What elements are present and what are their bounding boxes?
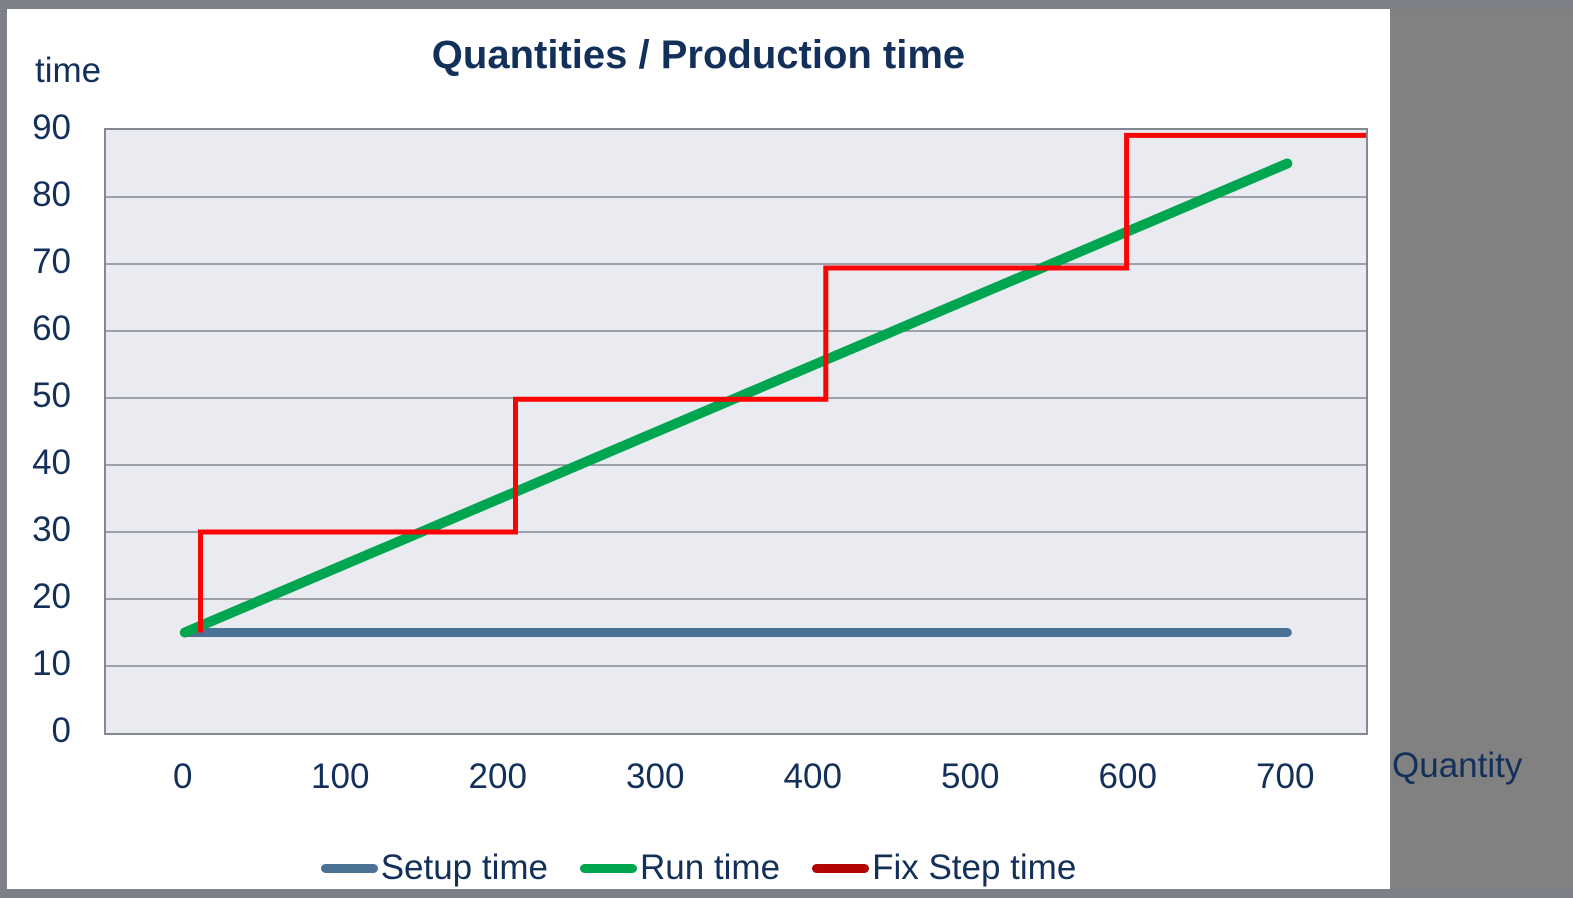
x-tick-label: 700 — [1256, 757, 1315, 796]
legend-item-run-time[interactable]: Run time — [580, 846, 780, 890]
y-tick-label: 40 — [32, 443, 71, 482]
x-tick-label: 300 — [626, 757, 685, 796]
chart-canvas[interactable]: Quantities / Production time time 0 10 20 3… — [7, 9, 1390, 889]
x-tick-label: 600 — [1098, 757, 1157, 796]
y-tick-label: 20 — [32, 577, 71, 616]
y-tick-label: 10 — [32, 644, 71, 683]
x-axis-title: Quantity — [1392, 746, 1523, 785]
legend-swatch-setup-time — [320, 863, 378, 873]
y-axis-title: time — [35, 51, 102, 90]
legend-label: Fix Step time — [872, 848, 1077, 887]
y-tick-label: 90 — [32, 108, 71, 147]
y-tick-label: 50 — [32, 376, 71, 415]
y-tick-label: 60 — [32, 309, 71, 348]
legend-swatch-fix-step-time — [812, 863, 870, 873]
chart-series-svg — [106, 132, 1367, 667]
x-tick-label: 0 — [173, 757, 193, 796]
chart-title: Quantities / Production time — [431, 33, 966, 77]
legend-item-fix-step-time[interactable]: Fix Step time — [812, 846, 1076, 890]
plot-area[interactable] — [104, 128, 1368, 735]
x-tick-label: 500 — [941, 757, 1000, 796]
chart-legend: Setup time Run time Fix Step time — [7, 845, 1390, 891]
y-tick-label: 80 — [32, 175, 71, 214]
series-line-fix-step-time[interactable] — [198, 132, 1367, 633]
background-panel — [1390, 9, 1573, 889]
y-tick-label: 0 — [51, 711, 71, 750]
x-tick-label: 400 — [783, 757, 842, 796]
y-tick-label: 30 — [32, 510, 71, 549]
x-tick-label: 200 — [468, 757, 527, 796]
x-tick-label: 100 — [311, 757, 370, 796]
legend-swatch-run-time — [580, 863, 637, 873]
legend-label: Setup time — [380, 848, 548, 887]
y-tick-label: 70 — [32, 242, 71, 281]
legend-item-setup-time[interactable]: Setup time — [320, 846, 548, 890]
legend-label: Run time — [640, 848, 781, 887]
